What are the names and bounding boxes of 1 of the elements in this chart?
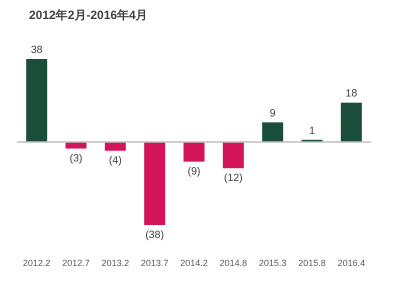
title: 2012年2月-2016年4月 xyxy=(29,8,148,22)
